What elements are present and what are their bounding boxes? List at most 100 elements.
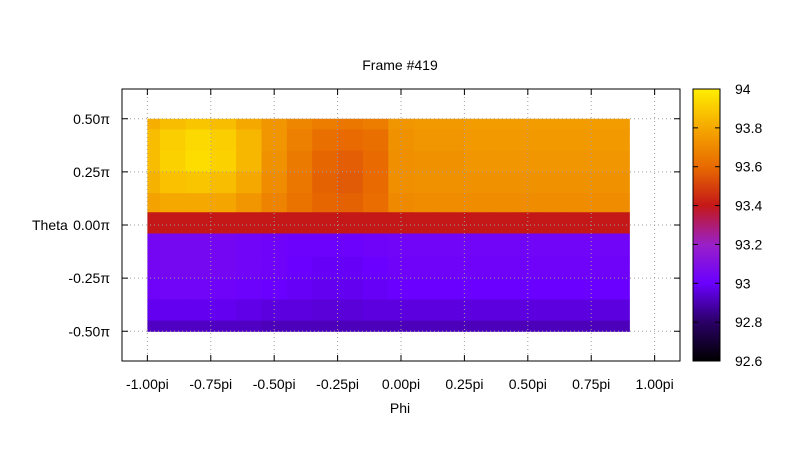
heatmap-cell [413, 118, 440, 130]
heatmap-cell [439, 320, 466, 332]
heatmap-cell [464, 256, 491, 279]
heatmap-cell [261, 256, 288, 279]
heatmap-cell [464, 212, 491, 235]
heatmap-cell [616, 233, 630, 258]
heatmap-cell [362, 118, 389, 130]
heatmap-cell [147, 278, 161, 300]
heatmap-cell [286, 299, 313, 322]
heatmap-cell [616, 299, 630, 322]
heatmap-cell [464, 118, 491, 130]
heatmap-cell [337, 256, 364, 279]
heatmap-cell [261, 320, 288, 332]
heatmap-cell [147, 118, 161, 130]
heatmap-cell [464, 278, 491, 300]
colorbar-tick-label: 94 [735, 81, 751, 97]
heatmap-cell [337, 278, 364, 300]
heatmap-cell [439, 171, 466, 194]
heatmap-cell [160, 256, 187, 279]
x-tick-label: 1.00pi [636, 376, 674, 392]
colorbar-tick-label: 92.6 [735, 353, 762, 369]
colorbar [692, 88, 721, 362]
heatmap-cell [147, 150, 161, 173]
heatmap-cell [540, 233, 567, 258]
heatmap-cell [362, 299, 389, 322]
heatmap-cell [515, 129, 542, 152]
heatmap-cell [489, 212, 516, 235]
heatmap-cell [515, 118, 542, 130]
heatmap-cell [616, 129, 630, 152]
heatmap-cell [489, 233, 516, 258]
heatmap-cell [210, 233, 237, 258]
x-tick-label: 0.00pi [382, 376, 420, 392]
heatmap-cell [160, 299, 187, 322]
y-tick-label: 0.00π [73, 217, 110, 233]
heatmap-cell [540, 118, 567, 130]
x-axis-label: Phi [390, 400, 410, 416]
heatmap-cell [591, 320, 618, 332]
heatmap-cell [413, 212, 440, 235]
heatmap-cell [147, 212, 161, 235]
heatmap-cell [312, 212, 339, 235]
heatmap-cell [489, 193, 516, 213]
y-tick-label: -0.25π [68, 270, 110, 286]
grid-lines [122, 89, 680, 361]
heatmap-cell [286, 193, 313, 213]
heatmap-cell [210, 150, 237, 173]
heatmap-cell [413, 129, 440, 152]
heatmap-cell [210, 118, 237, 130]
heatmap-cell [540, 212, 567, 235]
x-axis-ticks: -1.00pi -0.75pi -0.50pi -0.25pi 0.00pi 0.25pi… [126, 89, 674, 392]
heatmap-cell [616, 193, 630, 213]
heatmap-cell [540, 256, 567, 279]
heatmap-cell [160, 129, 187, 152]
heatmap-cell [515, 212, 542, 235]
heatmap-cell [591, 212, 618, 235]
heatmap-cell [464, 299, 491, 322]
heatmap-cell [337, 129, 364, 152]
heatmap-cell [565, 320, 592, 332]
heatmap-cell [261, 212, 288, 235]
heatmap-cell [362, 233, 389, 258]
heatmap-cell [286, 256, 313, 279]
heatmap-cell [160, 150, 187, 173]
x-tick-label: 0.50pi [509, 376, 547, 392]
heatmap-cell [591, 129, 618, 152]
heatmap-cell [160, 171, 187, 194]
heatmap-cell [312, 171, 339, 194]
heatmap-cell [160, 212, 187, 235]
heatmap-cell [413, 320, 440, 332]
x-tick-label: 0.75pi [572, 376, 610, 392]
heatmap-cell [616, 118, 630, 130]
heatmap-cell [261, 118, 288, 130]
heatmap-cell [565, 256, 592, 279]
heatmap-cell [337, 233, 364, 258]
heatmap-cell [439, 212, 466, 235]
heatmap-cell [362, 193, 389, 213]
heatmap-cell [185, 150, 212, 173]
heatmap-cell [210, 256, 237, 279]
heatmap-cell [236, 171, 263, 194]
heatmap-cell [565, 118, 592, 130]
heatmap-cell [337, 320, 364, 332]
heatmap-cell [388, 118, 415, 130]
heatmap-cell [261, 171, 288, 194]
heatmap-cell [362, 256, 389, 279]
heatmap-cell [185, 299, 212, 322]
heatmap-cell [286, 212, 313, 235]
heatmap-cell [160, 278, 187, 300]
heatmap-cell [439, 118, 466, 130]
heatmap-cell [591, 233, 618, 258]
heatmap-cell [286, 118, 313, 130]
heatmap-cell [147, 233, 161, 258]
y-tick-label: 0.50π [73, 111, 110, 127]
heatmap-cell [236, 233, 263, 258]
heatmap-cell [616, 278, 630, 300]
heatmap-cell [286, 129, 313, 152]
heatmap-cell [147, 129, 161, 152]
heatmap-cell [565, 233, 592, 258]
heatmap-cell [147, 256, 161, 279]
heatmap-cell [236, 256, 263, 279]
heatmap-cell [337, 193, 364, 213]
heatmap-cell [464, 150, 491, 173]
y-axis-ticks: 0.50π 0.25π 0.00π -0.25π -0.50π [68, 111, 680, 339]
